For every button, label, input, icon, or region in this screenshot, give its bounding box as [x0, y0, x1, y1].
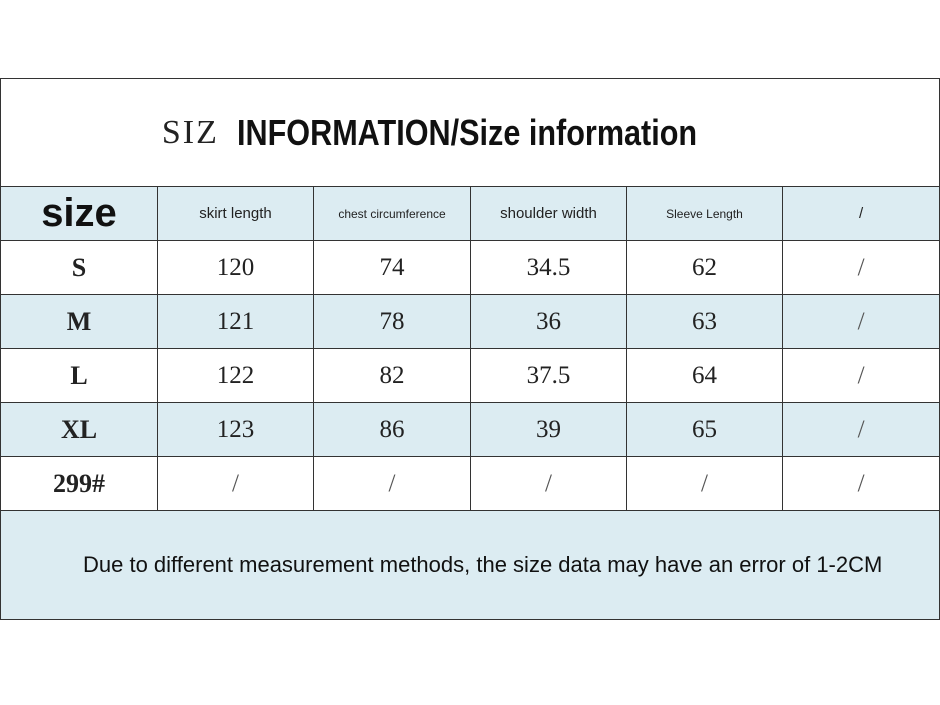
size-cell: 120 [157, 240, 314, 295]
size-cell: 64 [626, 348, 783, 403]
size-cell: 36 [470, 294, 627, 349]
header-row: size skirt length chest circumference shoul… [0, 186, 940, 241]
size-cell: 74 [313, 240, 471, 295]
size-cell: 122 [157, 348, 314, 403]
size-cell: 62 [626, 240, 783, 295]
size-cell: / [781, 402, 940, 457]
size-cell: / [157, 456, 314, 511]
title: INFORMATION/Size information [236, 111, 698, 153]
note-row: Due to different measurement methods, th… [0, 510, 940, 620]
size-row: M 121 78 36 63/ [0, 294, 940, 349]
size-cell: / [626, 456, 783, 511]
size-table: SIZ INFORMATION/Size information size skir… [0, 78, 940, 620]
size-row: 299# / / / / / [0, 456, 940, 511]
size-cell: 78 [313, 294, 471, 349]
size-label: L [0, 348, 158, 403]
title-row: SIZ INFORMATION/Size information [0, 78, 940, 187]
column-header: / [781, 186, 940, 241]
size-cell: 39 [470, 402, 627, 457]
column-header: shoulder width [470, 186, 627, 241]
column-header: chest circumference [313, 186, 471, 241]
note: Due to different measurement methods, th… [0, 510, 940, 620]
size-cell: 65 [626, 402, 783, 457]
size-label: 299# [0, 456, 158, 511]
size-cell: 123 [157, 402, 314, 457]
table-body: SIZ INFORMATION/Size information size skir… [0, 78, 940, 620]
size-cell: / [781, 240, 940, 295]
size-cell: 34.5 [470, 240, 627, 295]
size-label: M [0, 294, 158, 349]
title-prefix: SIZ [161, 113, 219, 151]
size-cell: / [781, 294, 940, 349]
size-cell: 82 [313, 348, 471, 403]
size-cell: / [470, 456, 627, 511]
size-cell: / [781, 348, 940, 403]
size-cell: / [313, 456, 471, 511]
size-cell: 86 [313, 402, 471, 457]
size-row: S 120 74 34.5 62/ [0, 240, 940, 295]
size-cell: 121 [157, 294, 314, 349]
title-cell: SIZ INFORMATION/Size information [0, 78, 940, 187]
size-cell: / [781, 456, 940, 511]
column-header: size [0, 186, 158, 241]
column-header: Sleeve Length [626, 186, 783, 241]
column-header: skirt length [157, 186, 314, 241]
size-cell: 37.5 [470, 348, 627, 403]
size-label: XL [0, 402, 158, 457]
size-cell: 63 [626, 294, 783, 349]
size-label: S [0, 240, 158, 295]
size-row: XL 123 86 39 65/ [0, 402, 940, 457]
size-row: L 122 82 37.5 64/ [0, 348, 940, 403]
